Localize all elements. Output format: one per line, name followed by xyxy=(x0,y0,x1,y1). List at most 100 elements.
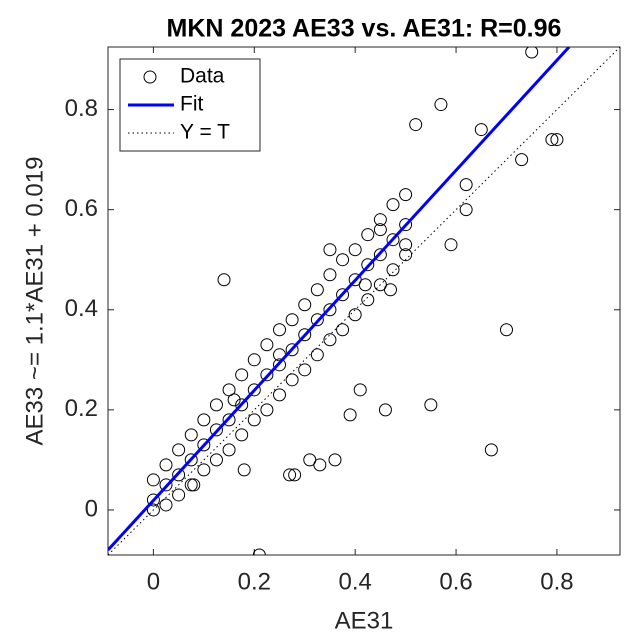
data-point xyxy=(409,118,423,132)
data-point xyxy=(172,468,186,482)
plot-frame xyxy=(107,46,621,556)
data-point xyxy=(247,353,261,367)
legend-label: Y = T xyxy=(180,121,230,144)
y-tick-label: 0.2 xyxy=(65,395,98,422)
data-point xyxy=(273,323,287,337)
data-point xyxy=(353,383,367,397)
data-point xyxy=(336,253,350,267)
data-point xyxy=(184,453,198,467)
data-point xyxy=(386,198,400,212)
data-point xyxy=(515,153,529,167)
data-point xyxy=(159,498,173,512)
data-point xyxy=(459,203,473,217)
data-point xyxy=(424,398,438,412)
data-point xyxy=(298,328,312,342)
data-point xyxy=(172,488,186,502)
data-point xyxy=(285,343,299,357)
data-point xyxy=(310,283,324,297)
legend-label: Data xyxy=(180,65,225,88)
data-point xyxy=(172,443,186,457)
data-point xyxy=(474,123,488,137)
data-point xyxy=(235,428,249,442)
data-point xyxy=(399,188,413,202)
data-point xyxy=(310,348,324,362)
data-point xyxy=(378,403,392,417)
y-tick-label: 0.6 xyxy=(65,195,98,222)
data-point xyxy=(525,47,539,59)
data-point xyxy=(323,243,337,257)
y-tick-label: 0.8 xyxy=(65,95,98,122)
data-point xyxy=(227,393,241,407)
data-point xyxy=(235,398,249,412)
x-tick-label: 0.8 xyxy=(540,568,573,595)
data-point xyxy=(146,493,160,507)
data-point xyxy=(399,248,413,262)
data-point xyxy=(235,368,249,382)
data-point xyxy=(459,178,473,192)
data-point xyxy=(273,358,287,372)
series-line xyxy=(108,47,620,555)
data-point xyxy=(237,463,251,477)
data-point xyxy=(336,323,350,337)
data-point xyxy=(348,308,362,322)
data-point xyxy=(545,133,559,147)
data-point xyxy=(197,463,211,477)
data-point xyxy=(361,293,375,307)
data-point xyxy=(260,368,274,382)
data-point xyxy=(197,438,211,452)
data-point xyxy=(399,238,413,252)
data-point xyxy=(209,453,223,467)
y-tick-label: 0.4 xyxy=(65,295,98,322)
data-point xyxy=(373,248,387,262)
x-tick-label: 0.4 xyxy=(338,568,371,595)
data-point xyxy=(373,213,387,227)
data-point xyxy=(313,458,327,472)
legend-label: Fit xyxy=(180,93,203,116)
chart-title: MKN 2023 AE33 vs. AE31: R=0.96 xyxy=(167,15,562,43)
data-point xyxy=(217,273,231,287)
data-point xyxy=(285,313,299,327)
data-point xyxy=(550,133,564,147)
data-point xyxy=(247,383,261,397)
data-point xyxy=(484,443,498,457)
legend-marker xyxy=(143,70,157,84)
data-point xyxy=(323,333,337,347)
data-point xyxy=(343,408,357,422)
x-tick-label: 0 xyxy=(147,568,160,595)
data-point xyxy=(434,98,448,112)
data-point xyxy=(197,413,211,427)
data-point xyxy=(146,503,160,517)
data-point xyxy=(187,478,201,492)
data-point xyxy=(298,298,312,312)
x-tick-label: 0.2 xyxy=(238,568,271,595)
series-line xyxy=(108,47,571,552)
data-point xyxy=(323,268,337,282)
data-point xyxy=(222,413,236,427)
data-point xyxy=(184,478,198,492)
plot-area xyxy=(108,47,620,555)
data-point xyxy=(285,373,299,387)
data-point xyxy=(336,288,350,302)
data-point xyxy=(323,303,337,317)
y-tick-label: 0 xyxy=(85,495,98,522)
data-point xyxy=(383,283,397,297)
data-point xyxy=(361,258,375,272)
data-point xyxy=(358,278,372,292)
data-point xyxy=(399,218,413,232)
data-point xyxy=(209,398,223,412)
data-point xyxy=(310,313,324,327)
data-point xyxy=(273,388,287,402)
data-point xyxy=(209,423,223,437)
data-point xyxy=(444,238,458,252)
data-point xyxy=(361,228,375,242)
data-point xyxy=(184,428,198,442)
data-point xyxy=(386,263,400,277)
data-point xyxy=(373,223,387,237)
data-point xyxy=(159,478,173,492)
data-point xyxy=(146,473,160,487)
data-point xyxy=(222,443,236,457)
data-point xyxy=(288,468,302,482)
data-point xyxy=(159,458,173,472)
data-point xyxy=(252,548,266,555)
